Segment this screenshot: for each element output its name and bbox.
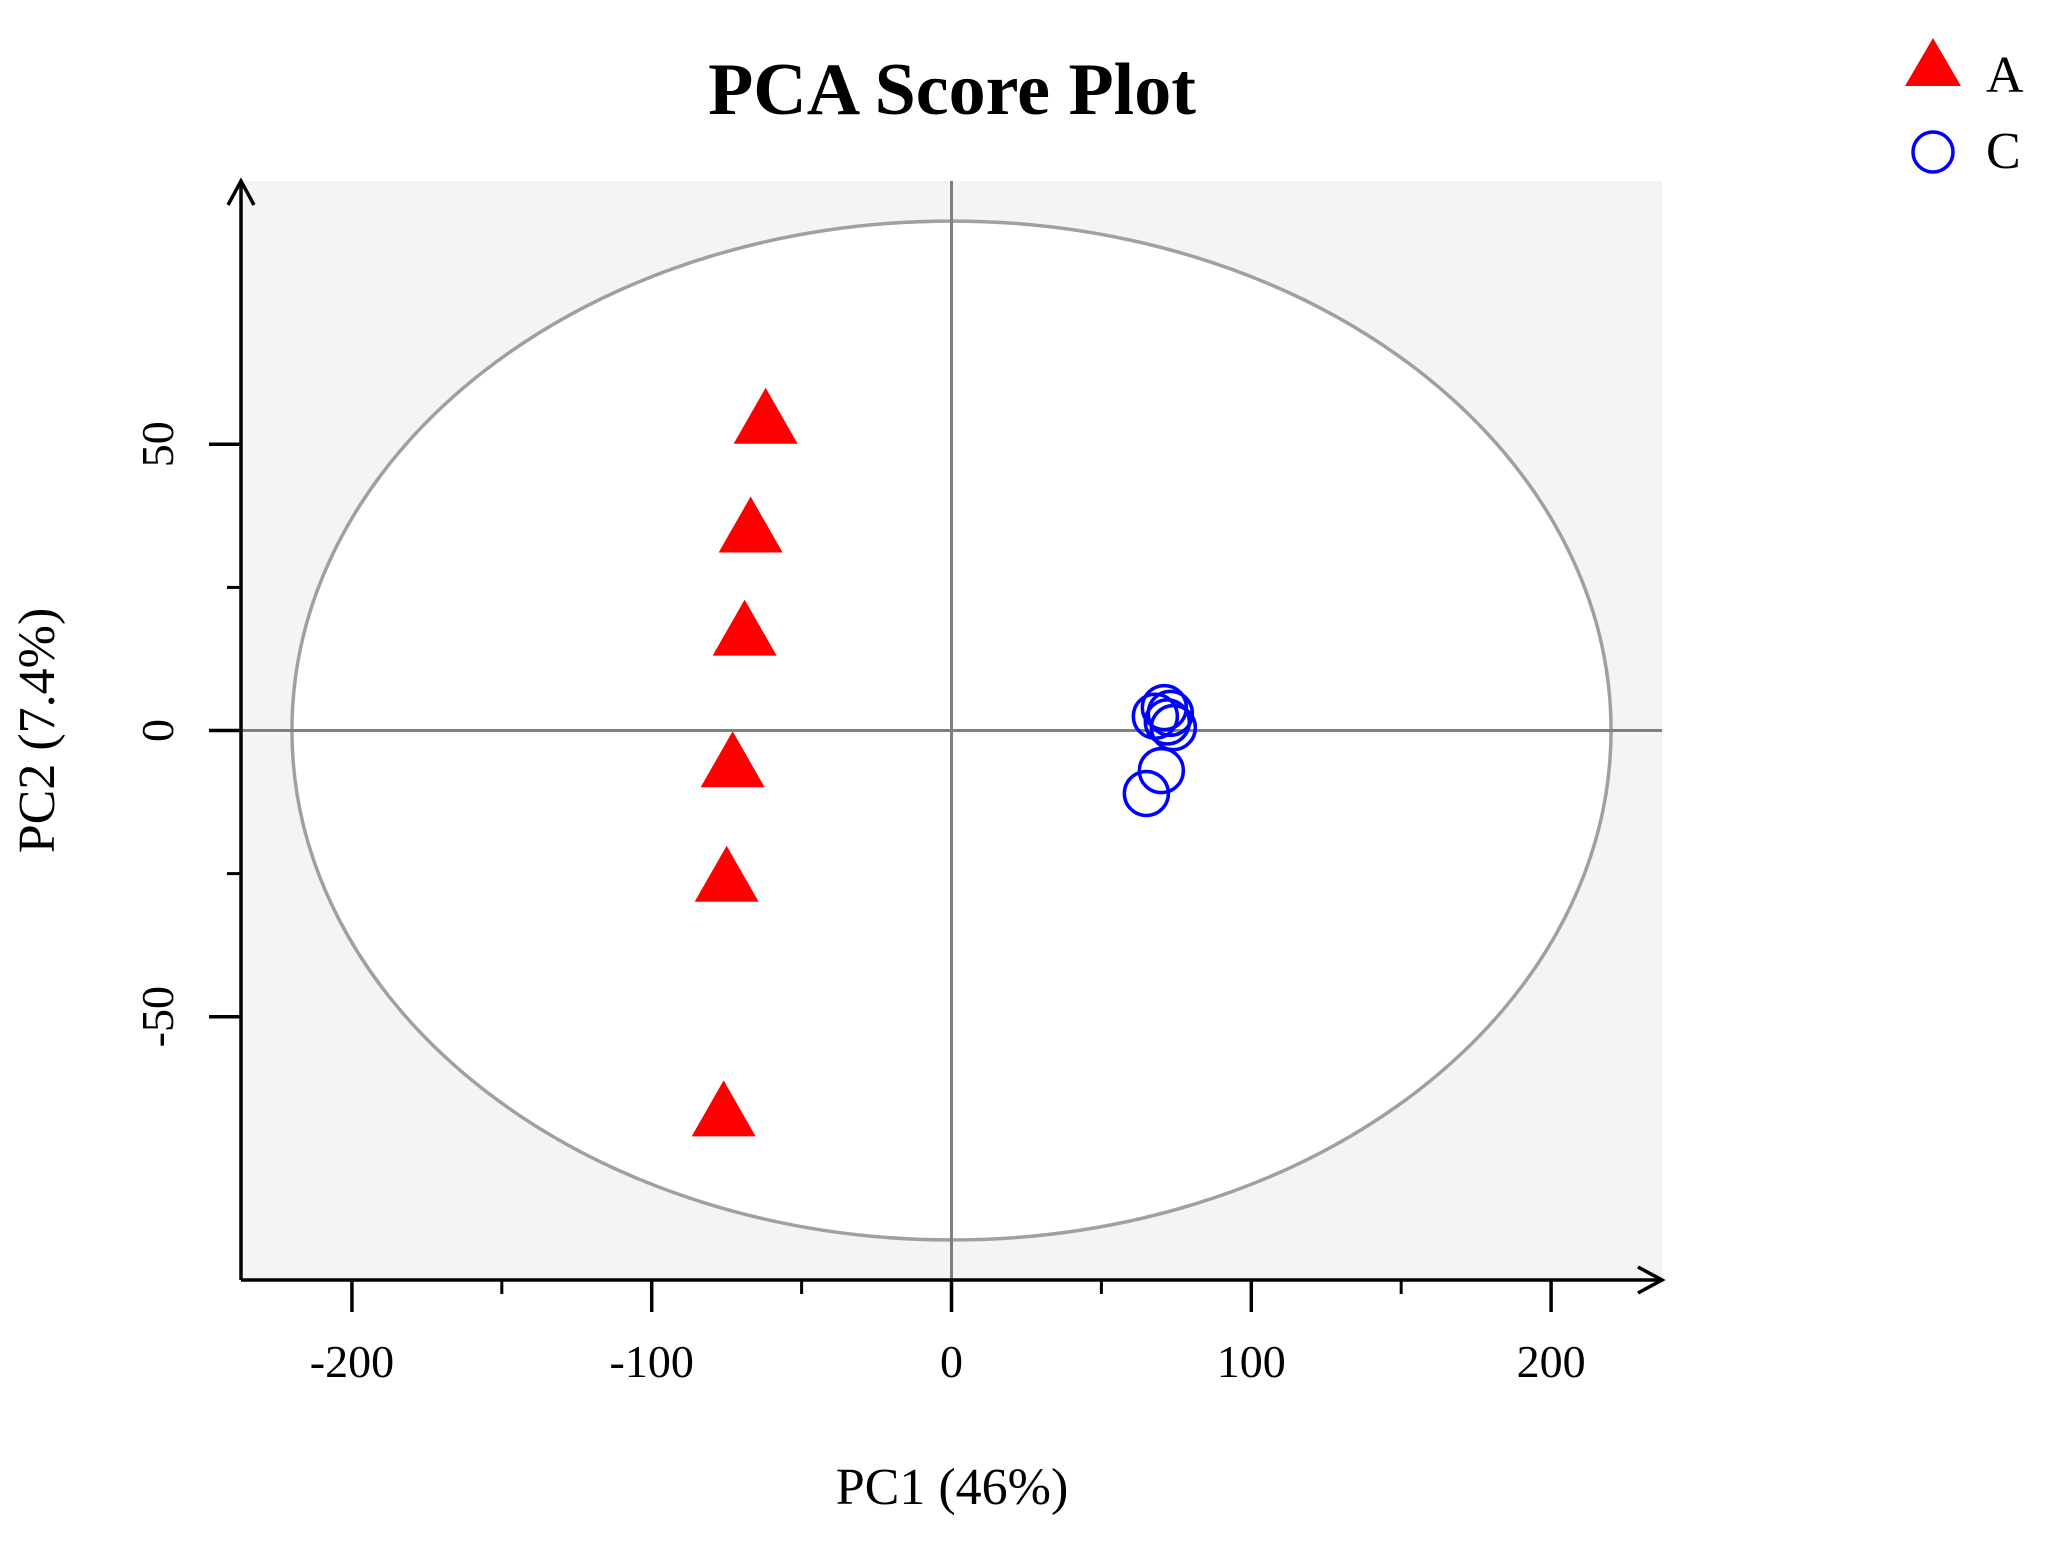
y-tick-label: 0	[132, 719, 183, 742]
legend-marker-c	[1911, 130, 1955, 174]
legend-marker-a	[1905, 38, 1961, 86]
legend-label-a: A	[1986, 47, 2024, 104]
y-tick-label: -50	[132, 986, 183, 1047]
x-tick-label: 100	[1217, 1336, 1286, 1387]
y-axis-title: PC2 (7.4%)	[9, 608, 66, 854]
point-a	[691, 1080, 756, 1137]
point-c	[1140, 683, 1189, 732]
x-tick-label: 0	[940, 1336, 963, 1387]
y-axis-arrow	[226, 177, 256, 206]
x-tick-label: -100	[610, 1336, 694, 1387]
point-a	[700, 731, 765, 788]
y-tick-label: 50	[132, 421, 183, 467]
point-a	[733, 387, 798, 444]
legend: AC	[1905, 38, 2024, 180]
x-axis-arrow	[1637, 1265, 1666, 1295]
data-points	[691, 387, 1198, 1137]
point-a	[712, 599, 777, 656]
x-tick-label: 200	[1517, 1336, 1586, 1387]
point-a	[718, 496, 783, 553]
point-c	[1137, 746, 1186, 795]
x-axis-title: PC1 (46%)	[836, 1459, 1069, 1516]
point-c	[1143, 698, 1192, 746]
point-c	[1149, 703, 1198, 752]
chart-title: PCA Score Plot	[708, 49, 1196, 131]
legend-label-c: C	[1986, 123, 2021, 180]
point-a	[694, 845, 759, 902]
x-tick-label: -200	[310, 1336, 394, 1387]
ticks: -200 -100 0 100 200 -50 0 50	[132, 421, 1586, 1387]
point-c	[1122, 769, 1171, 818]
